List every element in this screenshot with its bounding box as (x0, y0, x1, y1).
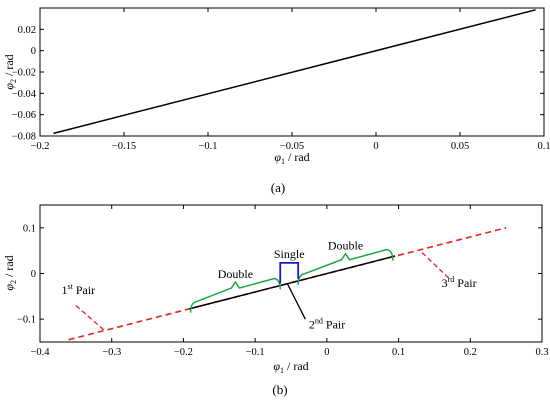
a-xtick-label: −0.05 (280, 141, 304, 152)
a-xtick-label: −0.2 (30, 141, 49, 152)
b-xtick-label: −0.3 (102, 347, 121, 358)
a-xtick-label: −0.15 (112, 141, 136, 152)
panel-a-xlabel: φ1 / rad (274, 150, 309, 166)
panel-b-y-ticks: −0.1 0 0.1 (17, 223, 542, 326)
double-left-brace (189, 277, 281, 313)
b-xtick-label: 0.2 (464, 347, 477, 358)
b-ytick-label: 0 (31, 269, 36, 280)
a-ytick-label: −0.06 (12, 110, 36, 121)
b-xtick-label: −0.4 (30, 347, 50, 358)
panel-a-x-ticks: −0.2 −0.15 −0.1 −0.05 0 0.05 0.1 (30, 8, 550, 152)
panel-b-caption: (b) (272, 382, 287, 397)
single-label: Single (274, 247, 305, 261)
b-ytick-label: 0.1 (23, 223, 36, 234)
a-ytick-label: 0 (31, 46, 36, 57)
pair2-label: 2nd Pair (309, 316, 345, 331)
panel-b-ylabel: φ2 / rad (2, 255, 18, 290)
panel-a-ylabel: φ2 / rad (2, 54, 18, 89)
b-xtick-label: −0.2 (174, 347, 193, 358)
a-ytick-label: −0.02 (12, 68, 36, 79)
single-bracket (279, 262, 300, 284)
pair3-label: 3rd Pair (442, 275, 477, 290)
a-series-line-0 (53, 9, 536, 135)
panel-a: −0.2 −0.15 −0.1 −0.05 0 0.05 0.1 −0.08−0.06−0.… (2, 7, 550, 195)
double-right-brace (297, 248, 394, 285)
b-ytick-label: −0.1 (17, 315, 36, 326)
panel-b-x-ticks: −0.4 −0.3 −0.2 −0.1 0 0.1 0.2 0.3 (30, 205, 549, 358)
b-series-line-1 (189, 255, 396, 310)
a-xtick-label: −0.1 (198, 141, 217, 152)
b-xtick-label: −0.1 (246, 347, 265, 358)
panel-b-annotations: Double Double Single 1st Pair 2nd Pair 3rd Pa… (62, 239, 477, 332)
pair1-leader (75, 304, 105, 332)
panel-a-series (53, 9, 536, 135)
pair1-label: 1st Pair (62, 282, 96, 297)
panel-b-frame (39, 204, 543, 343)
a-ytick-label: −0.04 (12, 89, 37, 100)
a-xtick-label: 0.05 (451, 141, 469, 152)
panel-b-xlabel: φ1 / rad (273, 359, 308, 375)
b-xtick-label: 0 (324, 347, 329, 358)
panel-a-y-ticks: −0.08 −0.06 −0.04 −0.02 0 0.02 (12, 25, 544, 143)
pair3-leader (419, 250, 450, 279)
a-xtick-label: 0.1 (537, 141, 550, 152)
b-xtick-label: 0.3 (535, 347, 548, 358)
a-ytick-label: 0.02 (18, 25, 36, 36)
double-right-label: Double (328, 239, 363, 253)
b-xtick-label: 0.1 (392, 347, 405, 358)
panel-b: −0.4 −0.3 −0.2 −0.1 0 0.1 0.2 0.3 −0.1 0 0.1 Doub… (2, 204, 549, 397)
panel-a-caption: (a) (271, 180, 285, 195)
a-xtick-label: 0 (373, 141, 378, 152)
pair2-leader (286, 283, 306, 320)
a-ytick-label: −0.08 (12, 132, 36, 143)
double-left-label: Double (218, 267, 253, 281)
